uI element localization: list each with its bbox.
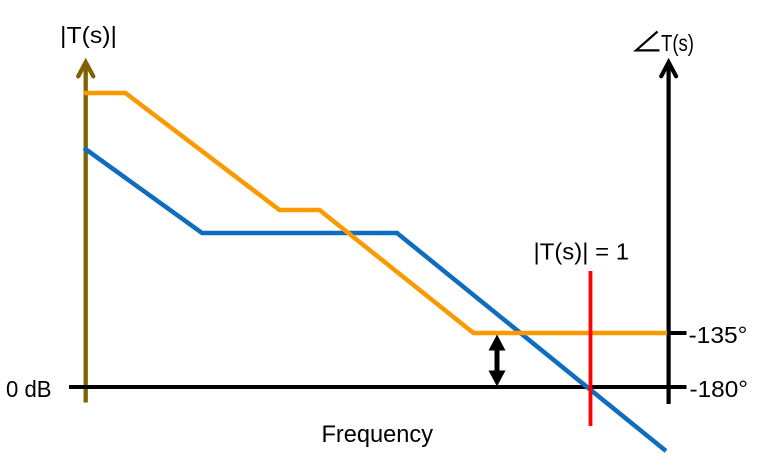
svg-text:T(s): T(s) bbox=[661, 30, 694, 56]
svg-text:0 dB: 0 dB bbox=[6, 376, 52, 402]
svg-text:|T(s)| = 1: |T(s)| = 1 bbox=[534, 239, 630, 265]
svg-text:-180°: -180° bbox=[690, 376, 749, 402]
svg-text:|T(s)|: |T(s)| bbox=[60, 22, 117, 48]
svg-text:-135°: -135° bbox=[689, 322, 748, 348]
svg-text:Frequency: Frequency bbox=[322, 421, 434, 448]
